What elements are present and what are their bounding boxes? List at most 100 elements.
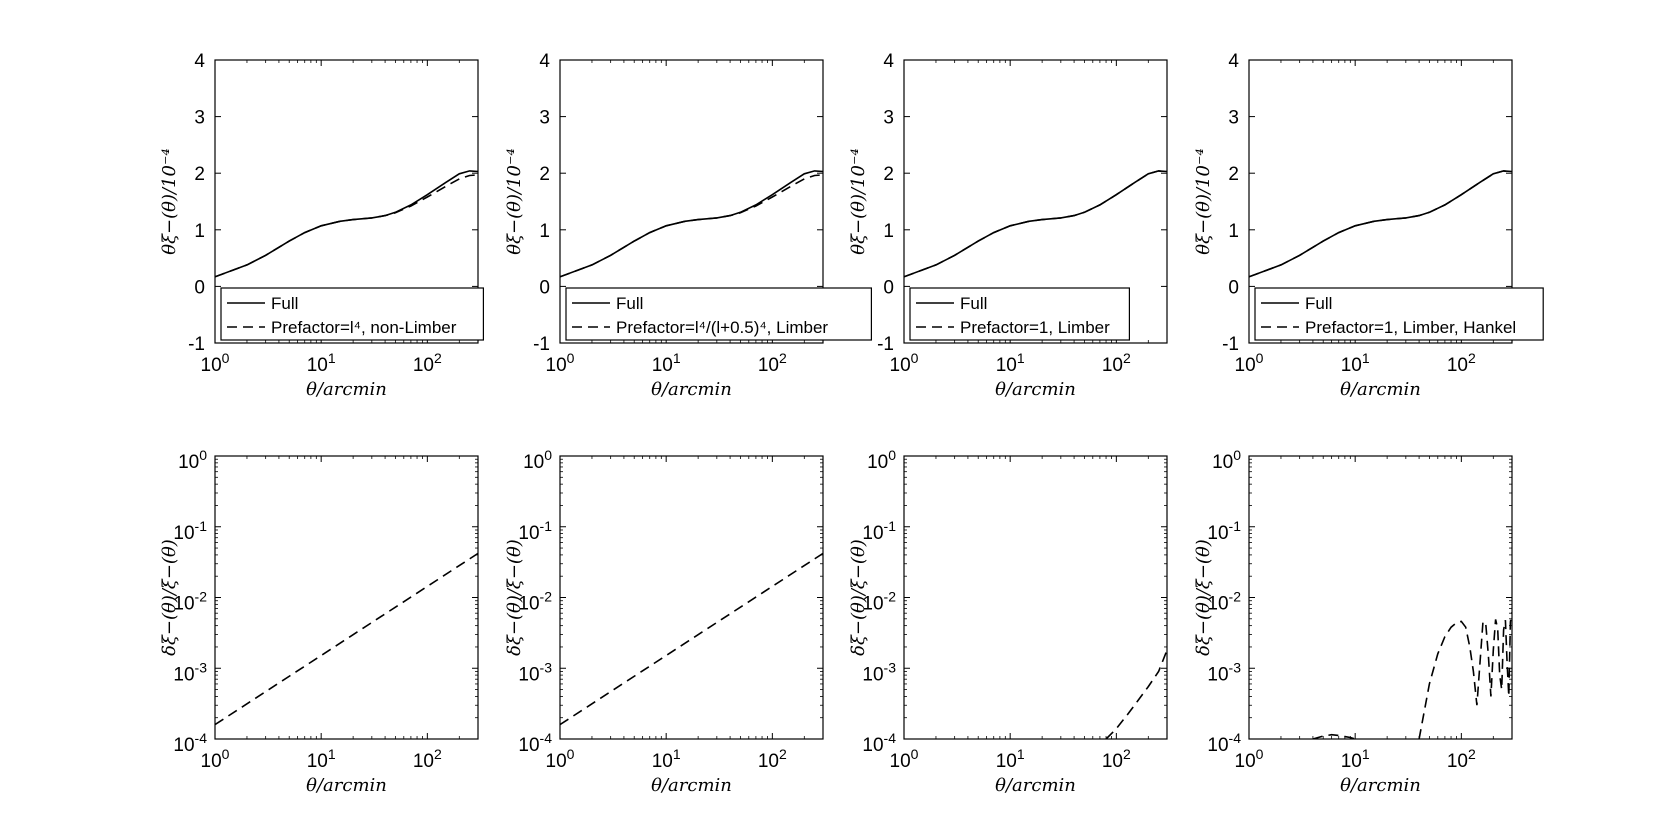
y-tick-label: -1 xyxy=(533,334,550,355)
y-tick-label: 10-1 xyxy=(173,518,207,544)
y-tick-label: 10-2 xyxy=(1207,589,1241,615)
panel-bottom-1: 100 101 102 10-4 10-3 10-2 10-1 100 θ/arcmin δξ−(… xyxy=(159,447,479,796)
y-tick-label: 0 xyxy=(1228,277,1239,298)
legend-box xyxy=(220,287,484,341)
x-tick-label: 101 xyxy=(1341,350,1370,376)
y-axis-label: δξ−(θ)/ξ−(θ) xyxy=(504,539,525,656)
y-tick-label: 1 xyxy=(539,221,550,242)
y-tick-label: 3 xyxy=(539,108,550,129)
y-tick-label: 3 xyxy=(883,108,894,129)
legend-label-2: Prefactor=l⁴/(l+0.5)⁴, Limber xyxy=(616,318,828,337)
y-tick-label: 1 xyxy=(1228,221,1239,242)
y-axis-label: θξ−(θ)/10⁻⁴ xyxy=(159,148,180,254)
x-tick-label: 100 xyxy=(890,746,919,772)
series-line-1 xyxy=(1312,733,1356,739)
legend-label-1: Full xyxy=(1305,294,1332,313)
series-line-2 xyxy=(215,174,478,278)
y-tick-label: 10-1 xyxy=(1207,518,1241,544)
x-tick-label: 100 xyxy=(890,350,919,376)
legend-label-2: Prefactor=l⁴, non-Limber xyxy=(271,318,457,337)
x-axis-label: θ/arcmin xyxy=(651,775,732,796)
y-tick-label: 2 xyxy=(194,164,205,185)
y-tick-label: 4 xyxy=(539,51,550,72)
series-line-2 xyxy=(1249,170,1512,278)
y-axis-label: θξ−(θ)/10⁻⁴ xyxy=(504,148,525,254)
y-tick-label: 10-3 xyxy=(518,659,552,685)
x-axis-label: θ/arcmin xyxy=(306,775,387,796)
x-tick-label: 101 xyxy=(307,350,336,376)
y-tick-label: 100 xyxy=(1212,447,1241,473)
legend: Full Prefactor=1, Limber xyxy=(909,287,1130,341)
x-tick-label: 101 xyxy=(652,746,681,772)
x-tick-label: 100 xyxy=(1235,350,1264,376)
legend-label-2: Prefactor=1, Limber xyxy=(960,318,1110,337)
y-tick-label: 0 xyxy=(194,277,205,298)
x-tick-label: 100 xyxy=(1235,746,1264,772)
panel-bottom-2: 100 101 102 10-4 10-3 10-2 10-1 100 θ/arcmin δξ−(… xyxy=(504,447,824,796)
y-axis-label: θξ−(θ)/10⁻⁴ xyxy=(848,148,869,254)
x-tick-label: 102 xyxy=(1102,350,1131,376)
series-line-1 xyxy=(215,552,478,726)
y-tick-label: 0 xyxy=(539,277,550,298)
y-axis-label: δξ−(θ)/ξ−(θ) xyxy=(848,539,869,656)
x-axis-label: θ/arcmin xyxy=(995,775,1076,796)
x-tick-label: 102 xyxy=(758,350,787,376)
x-tick-label: 102 xyxy=(1447,350,1476,376)
y-tick-label: 4 xyxy=(194,51,205,72)
x-tick-label: 100 xyxy=(546,746,575,772)
legend-label-1: Full xyxy=(616,294,643,313)
x-axis-label: θ/arcmin xyxy=(1340,379,1421,400)
x-tick-label: 102 xyxy=(1102,746,1131,772)
x-axis-label: θ/arcmin xyxy=(651,379,732,400)
x-tick-label: 102 xyxy=(413,746,442,772)
y-tick-label: 10-3 xyxy=(173,659,207,685)
x-tick-label: 100 xyxy=(546,350,575,376)
panel-top-1: 100 101 102 -1 0 1 2 3 4 θ/arcmin θξ−(θ)/10⁻⁴ Full P… xyxy=(159,51,484,400)
y-tick-label: -1 xyxy=(188,334,205,355)
axes-frame xyxy=(559,59,824,344)
x-tick-label: 100 xyxy=(201,350,230,376)
legend-box xyxy=(1254,287,1544,341)
y-tick-label: 10-3 xyxy=(862,659,896,685)
y-tick-label: 10-4 xyxy=(173,730,207,756)
x-tick-label: 100 xyxy=(201,746,230,772)
y-tick-label: 0 xyxy=(883,277,894,298)
y-tick-label: 1 xyxy=(883,221,894,242)
y-tick-label: 2 xyxy=(883,164,894,185)
y-tick-label: 3 xyxy=(194,108,205,129)
y-tick-label: -1 xyxy=(877,334,894,355)
legend: Full Prefactor=l⁴/(l+0.5)⁴, Limber xyxy=(565,287,872,341)
axes-frame xyxy=(214,59,479,344)
axes-frame xyxy=(903,59,1168,344)
y-axis-label: δξ−(θ)/ξ−(θ) xyxy=(1193,539,1214,656)
y-tick-label: 3 xyxy=(1228,108,1239,129)
panel-bottom-3: 100 101 102 10-4 10-3 10-2 10-1 100 θ/arcmin δξ−(… xyxy=(848,447,1168,796)
y-tick-label: 2 xyxy=(539,164,550,185)
y-tick-label: 10-2 xyxy=(518,589,552,615)
panel-top-2: 100 101 102 -1 0 1 2 3 4 θ/arcmin θξ−(θ)/10⁻⁴ Full P… xyxy=(504,51,872,400)
x-tick-label: 102 xyxy=(413,350,442,376)
y-axis-label: θξ−(θ)/10⁻⁴ xyxy=(1193,148,1214,254)
y-tick-label: 4 xyxy=(883,51,894,72)
y-tick-label: 2 xyxy=(1228,164,1239,185)
x-tick-label: 102 xyxy=(758,746,787,772)
y-tick-label: 10-1 xyxy=(518,518,552,544)
x-axis-label: θ/arcmin xyxy=(306,379,387,400)
panel-bottom-4: 100 101 102 10-4 10-3 10-2 10-1 100 θ/arcmin δξ−(… xyxy=(1193,447,1513,796)
x-tick-label: 101 xyxy=(996,746,1025,772)
axes-frame xyxy=(1248,59,1513,344)
series-line-2 xyxy=(1418,612,1512,739)
x-axis-label: θ/arcmin xyxy=(1340,775,1421,796)
y-tick-label: 10-3 xyxy=(1207,659,1241,685)
y-axis-label: δξ−(θ)/ξ−(θ) xyxy=(159,539,180,656)
x-tick-label: 102 xyxy=(1447,746,1476,772)
legend: Full Prefactor=1, Limber, Hankel xyxy=(1254,287,1544,341)
legend-box xyxy=(565,287,872,341)
panel-top-4: 100 101 102 -1 0 1 2 3 4 θ/arcmin θξ−(θ)/10⁻⁴ Full P… xyxy=(1193,51,1544,400)
y-tick-label: 10-4 xyxy=(1207,730,1241,756)
series-line-2 xyxy=(560,174,823,278)
x-tick-label: 101 xyxy=(1341,746,1370,772)
y-tick-label: 1 xyxy=(194,221,205,242)
series-line-1 xyxy=(1105,649,1167,739)
